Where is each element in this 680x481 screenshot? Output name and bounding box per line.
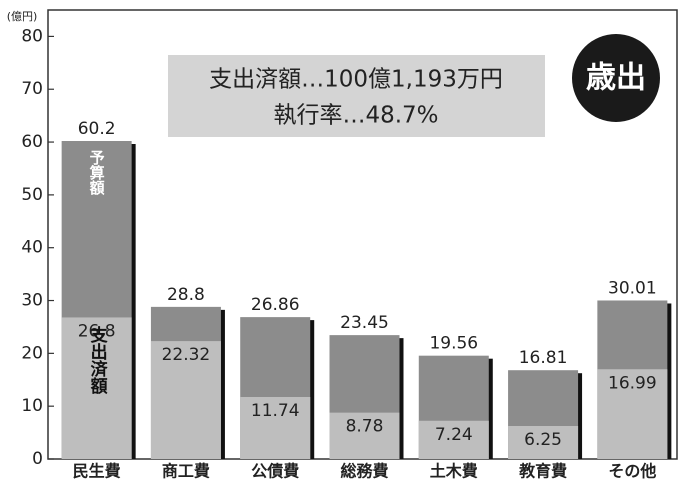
value-label: 7.24: [435, 425, 473, 445]
x-tick-label: その他: [608, 462, 656, 481]
bar: [150, 341, 221, 459]
summary-rate: 執行率…48.7%: [273, 103, 438, 129]
value-label: 16.81: [519, 348, 568, 368]
y-tick-label: 80: [21, 26, 43, 46]
value-label: 19.56: [429, 334, 478, 354]
bar: [597, 369, 668, 459]
series-label: 予算額: [88, 150, 106, 196]
y-tick-label: 0: [32, 449, 43, 469]
value-label: 30.01: [608, 278, 657, 298]
series-label: 支出済額: [87, 325, 109, 395]
value-label: 23.45: [340, 313, 389, 333]
x-tick-label: 土木費: [430, 462, 478, 481]
y-tick-label: 60: [21, 132, 43, 152]
y-tick-label: 10: [21, 396, 43, 416]
y-tick-label: 30: [21, 291, 43, 311]
badge-text: 歳出: [586, 61, 646, 96]
y-tick-label: 20: [21, 343, 43, 363]
bar: [508, 425, 579, 459]
value-label: 6.25: [524, 430, 562, 450]
summary-box: [168, 55, 545, 137]
value-label: 26.8: [78, 321, 116, 341]
x-tick-label: 総務費: [340, 462, 388, 481]
x-tick-label: 民生費: [73, 462, 121, 481]
bar: [329, 412, 400, 459]
y-tick-label: 50: [21, 185, 43, 205]
x-tick-label: 商工費: [162, 462, 210, 481]
value-label: 11.74: [251, 401, 300, 421]
value-label: 8.78: [346, 417, 384, 437]
value-label: 22.32: [162, 345, 211, 365]
y-tick-label: 40: [21, 238, 43, 258]
x-tick-label: 公債費: [251, 462, 299, 481]
badge: [572, 34, 660, 122]
x-tick-label: 教育費: [519, 462, 567, 481]
summary-spent: 支出済額…100億1,193万円: [209, 67, 503, 93]
value-label: 28.8: [167, 285, 205, 305]
y-tick-label: 70: [21, 79, 43, 99]
bar: [61, 317, 132, 459]
y-unit: (億円): [7, 10, 38, 23]
value-label: 26.86: [251, 295, 300, 315]
bar: [240, 396, 311, 459]
bar: [418, 420, 489, 459]
value-label: 60.2: [78, 119, 116, 139]
value-label: 16.99: [608, 373, 657, 393]
